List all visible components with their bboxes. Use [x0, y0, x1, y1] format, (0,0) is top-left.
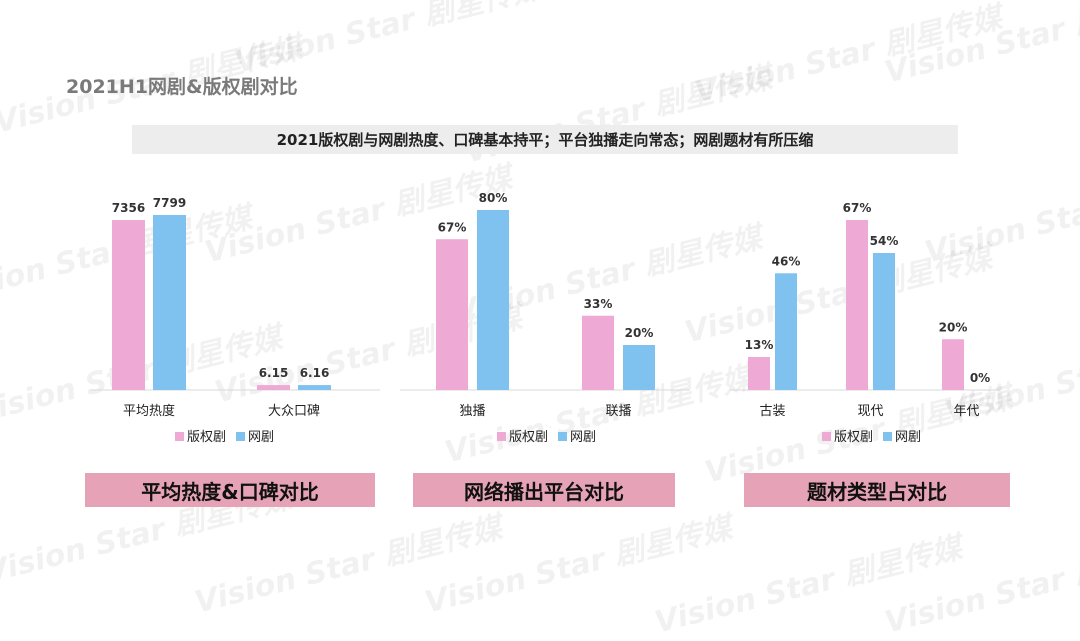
data-label: 20%	[625, 326, 654, 340]
legend-swatch	[883, 432, 892, 441]
legend-swatch	[497, 432, 506, 441]
data-label: 67%	[438, 220, 467, 234]
category-label: 年代	[953, 404, 979, 419]
page-title: 2021H1网剧&版权剧对比	[66, 76, 298, 98]
bar-series2	[477, 210, 509, 390]
panel-label-heat-rating: 平均热度&口碑对比	[85, 473, 375, 507]
legend-label: 网剧	[895, 430, 921, 445]
bar-series2	[298, 385, 331, 390]
bar-series1	[112, 220, 145, 390]
bar-series1	[748, 357, 770, 390]
category-label: 平均热度	[123, 403, 175, 419]
legend-swatch	[822, 432, 831, 441]
data-label: 6.15	[259, 366, 289, 380]
bar-series2	[775, 273, 797, 390]
data-label: 7356	[112, 201, 145, 215]
subtitle-banner: 2021版权剧与网剧热度、口碑基本持平；平台独播走向常态；网剧题材有所压缩	[132, 125, 958, 154]
category-label: 独播	[459, 404, 485, 419]
data-label: 67%	[843, 201, 872, 215]
category-label: 大众口碑	[268, 403, 320, 419]
bar-series2	[153, 215, 186, 390]
legend-swatch	[558, 432, 567, 441]
legend-label: 版权剧	[834, 429, 873, 445]
bar-series2	[873, 252, 895, 390]
data-label: 6.16	[300, 366, 330, 380]
panel-label-genre: 题材类型占对比	[744, 473, 1010, 507]
legend-swatch	[236, 432, 245, 441]
bar-series1	[436, 239, 468, 390]
legend-label: 网剧	[570, 430, 596, 445]
legend-swatch	[175, 432, 184, 441]
data-label: 20%	[939, 320, 968, 334]
data-label: 54%	[870, 234, 899, 248]
category-label: 现代	[857, 404, 883, 419]
bar-series1	[846, 220, 868, 390]
bar-series2	[623, 345, 655, 390]
bar-series1	[942, 339, 964, 390]
data-label: 80%	[479, 191, 508, 205]
data-label: 46%	[772, 254, 801, 268]
data-label: 0%	[970, 371, 990, 385]
category-label: 联播	[605, 404, 631, 419]
bar-series1	[257, 385, 290, 390]
panel-label-platform: 网络播出平台对比	[413, 473, 675, 507]
data-label: 33%	[584, 297, 613, 311]
legend-label: 版权剧	[509, 429, 548, 445]
category-label: 古装	[759, 404, 785, 419]
legend-label: 网剧	[248, 430, 274, 445]
bar-series1	[582, 315, 614, 390]
data-label: 7799	[153, 196, 186, 210]
legend-label: 版权剧	[187, 429, 226, 445]
data-label: 13%	[745, 338, 774, 352]
